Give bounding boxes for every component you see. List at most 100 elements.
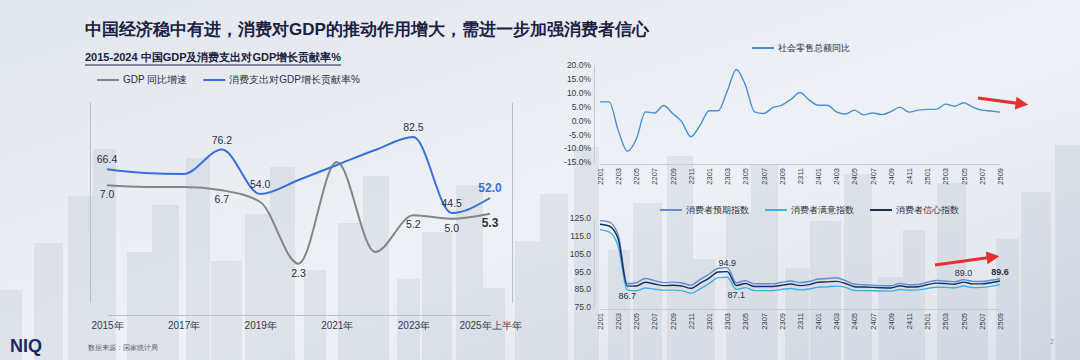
- x-tick-label: 2407: [869, 168, 878, 185]
- x-tick-label: 2207: [650, 168, 659, 185]
- x-tick: 2211: [687, 164, 696, 184]
- x-tick-label: 2015年: [91, 320, 123, 331]
- x-tick: 2021年: [321, 315, 353, 331]
- x-axis-line: [601, 164, 1001, 165]
- trend-arrow: [935, 257, 993, 265]
- data-label: 5.2: [406, 218, 421, 230]
- x-tick: 2411: [905, 309, 914, 329]
- x-tick-label: 2501: [923, 313, 932, 330]
- x-tick-label: 2307: [760, 168, 769, 185]
- x-tick: 2303: [723, 309, 732, 330]
- data-labels: 86.794.987.189.089.6: [619, 258, 1009, 302]
- x-tick: 2015年: [91, 315, 123, 331]
- x-tick: 2405: [850, 164, 859, 185]
- x-tick: 2401: [814, 309, 823, 330]
- building: [903, 230, 925, 360]
- y-axis: 20.0%15.0%10.0%5.0%0.0%-5.0%-10.0%-15.0%: [564, 60, 594, 167]
- x-tick: 2301: [705, 164, 714, 185]
- x-tick: 2209: [669, 309, 678, 330]
- data-label: 5.3: [482, 216, 499, 230]
- x-tick: 2307: [760, 164, 769, 185]
- x-tick-label: 2211: [687, 313, 696, 329]
- data-label: 5.0: [444, 222, 459, 234]
- skyline: [0, 145, 1080, 360]
- plot-area: [600, 69, 1000, 151]
- data-label: 66.4: [97, 153, 118, 165]
- y-tick-label: 75.0: [574, 302, 591, 312]
- x-tick-label: 2307: [760, 313, 769, 330]
- x-tick-label: 2407: [869, 313, 878, 330]
- x-tick: 2403: [832, 164, 841, 185]
- x-tick-label: 2405: [850, 168, 859, 185]
- x-tick-label: 2501: [923, 168, 932, 185]
- y-axis: [90, 103, 91, 303]
- x-axis-line: [601, 309, 1001, 310]
- y-tick: 125.0: [570, 213, 594, 223]
- legend: 消费者预期指数消费者满意指数消费者信心指数: [660, 205, 959, 215]
- building: [363, 176, 389, 360]
- legend-label: 消费者信心指数: [896, 205, 959, 215]
- building: [751, 165, 778, 360]
- x-tick-label: 2509: [996, 313, 1005, 330]
- y-tick: 85.0: [574, 284, 594, 294]
- x-tick: 2503: [941, 309, 950, 330]
- y-axis-line: [512, 103, 513, 303]
- x-tick: 2019年: [245, 315, 277, 331]
- x-tick: 2211: [687, 309, 696, 329]
- x-tick-label: 2025年上半年: [459, 320, 521, 331]
- x-tick: 2025年上半年: [459, 315, 521, 331]
- x-tick-label: 2211: [687, 168, 696, 184]
- y-tick-label: 95.0: [574, 267, 591, 277]
- x-tick: 2311: [796, 164, 805, 184]
- x-tick: 2203: [614, 164, 623, 185]
- data-label: 82.5: [403, 121, 424, 133]
- x-tick-label: 2021年: [321, 320, 353, 331]
- x-tick-label: 2303: [723, 168, 732, 185]
- legend-swatch: [660, 209, 682, 211]
- x-tick-label: 2311: [796, 313, 805, 329]
- x-tick-label: 2309: [778, 168, 787, 185]
- x-tick: 2301: [705, 309, 714, 330]
- y-tick-label: 105.0: [570, 249, 592, 259]
- title-underline: [85, 65, 341, 66]
- x-tick: 2507: [978, 309, 987, 330]
- data-label: 76.2: [212, 134, 233, 146]
- x-tick: 2209: [669, 164, 678, 185]
- x-tick: 2501: [923, 309, 932, 330]
- legend-swatch: [752, 47, 774, 49]
- x-tick: 2411: [905, 164, 914, 184]
- x-tick: 2017年: [168, 315, 200, 331]
- background: [0, 0, 1080, 360]
- x-tick-label: 2205: [632, 168, 641, 185]
- legend: 社会零售总额同比: [752, 43, 850, 53]
- x-tick-label: 2209: [669, 313, 678, 330]
- legend-label: 消费者满意指数: [791, 205, 854, 215]
- y-tick: -5.0%: [569, 130, 594, 140]
- series-line: [600, 221, 1000, 286]
- building: [996, 239, 1019, 360]
- x-tick-label: 2017年: [168, 320, 200, 331]
- x-tick: 2201: [596, 164, 605, 185]
- y-tick: 115.0: [570, 231, 594, 241]
- y-tick: 10.0%: [567, 88, 594, 98]
- x-tick-label: 2403: [832, 313, 841, 330]
- legend-swatch: [870, 209, 892, 211]
- x-tick: 2501: [923, 164, 932, 185]
- x-tick-label: 2201: [596, 168, 605, 185]
- data-label: 6.7: [215, 193, 230, 205]
- x-tick: 2201: [596, 309, 605, 330]
- x-tick-label: 2023年: [398, 320, 430, 331]
- y-tick: 75.0: [574, 302, 594, 312]
- y-tick-label: 0.0%: [572, 116, 592, 126]
- building: [810, 221, 841, 360]
- x-tick-label: 2207: [650, 313, 659, 330]
- series-line: [600, 69, 1000, 151]
- y-tick: 0.0%: [572, 116, 594, 126]
- y-tick: 105.0: [570, 249, 594, 259]
- x-axis: 2201220322052207220922112301230323052307…: [596, 164, 1005, 185]
- data-label: 52.0: [478, 181, 502, 195]
- trend-arrow: [978, 98, 1022, 104]
- series-line: [107, 137, 490, 213]
- data-label: 89.6: [991, 267, 1009, 277]
- data-label: 54.0: [250, 178, 271, 190]
